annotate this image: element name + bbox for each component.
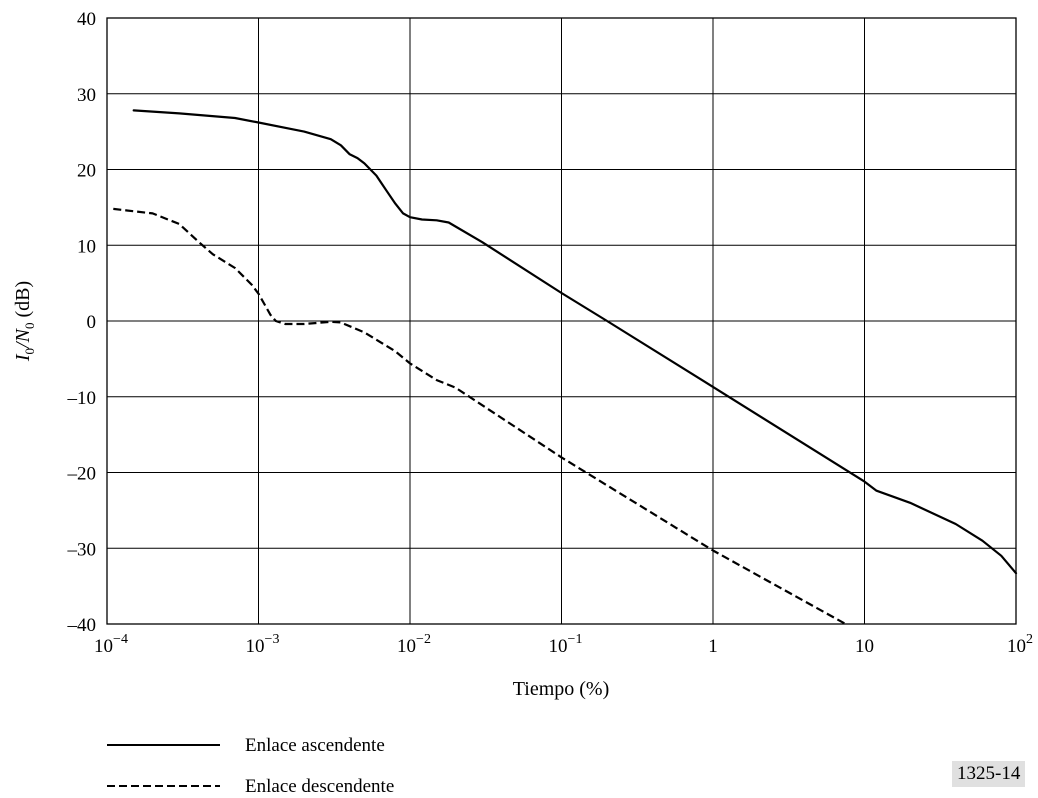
x-axis-label: Tiempo (%) — [513, 678, 609, 700]
legend: Enlace ascendente Enlace descendente — [107, 735, 394, 797]
grid — [106, 17, 1017, 625]
y-tick-label: 0 — [87, 312, 97, 333]
series-line-downlink — [113, 207, 847, 625]
x-tick-label: 10−1 — [549, 632, 583, 657]
series-line-uplink — [132, 109, 1018, 575]
x-tick-label: 1 — [708, 636, 718, 657]
x-tick-labels: 10−4 10−3 10−2 10−1 1 10 102 — [94, 632, 1033, 657]
y-tick-labels: 40 30 20 10 0 –10 –20 –30 –40 — [67, 9, 97, 636]
y-tick-label: –20 — [67, 464, 97, 485]
figure-id: 1325-14 — [952, 761, 1026, 787]
y-tick-label: –10 — [67, 388, 97, 409]
y-tick-label: 10 — [77, 236, 96, 257]
y-tick-label: –30 — [67, 539, 97, 560]
x-tick-label: 10−4 — [94, 632, 128, 657]
plot-frame — [106, 17, 1017, 625]
x-tick-label: 10−2 — [397, 632, 431, 657]
y-tick-label: 20 — [77, 161, 96, 182]
y-axis-label: I0/N0 (dB) — [12, 281, 37, 362]
legend-label-downlink: Enlace descendente — [245, 776, 394, 797]
legend-label-uplink: Enlace ascendente — [245, 735, 385, 756]
x-tick-label: 10−3 — [246, 632, 280, 657]
y-tick-label: 40 — [77, 9, 96, 30]
x-tick-label: 10 — [855, 636, 874, 657]
y-tick-label: 30 — [77, 85, 96, 106]
x-tick-label: 102 — [1007, 632, 1033, 657]
y-tick-label: –40 — [67, 615, 97, 636]
series-layer — [113, 109, 1018, 625]
